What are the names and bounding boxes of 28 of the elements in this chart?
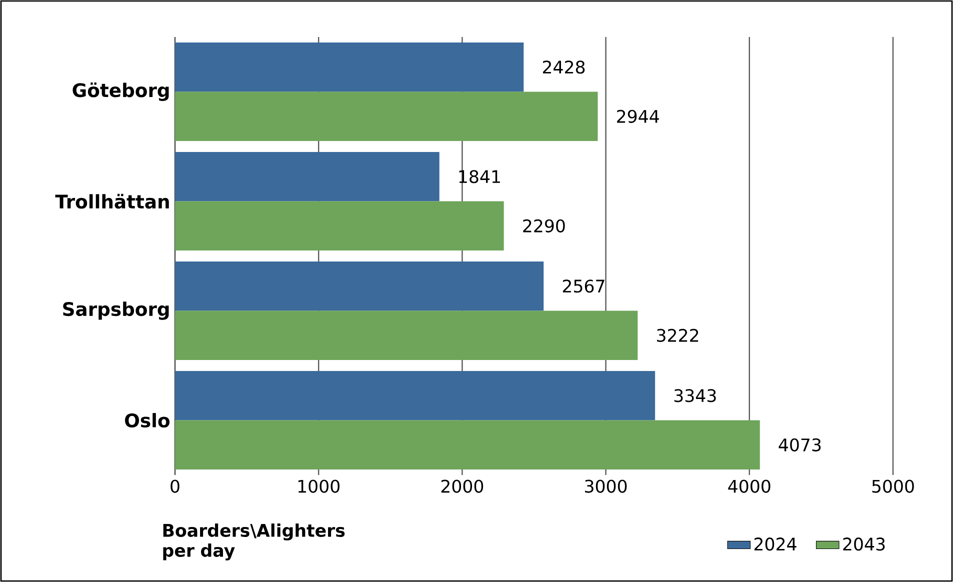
data-label: 2944 xyxy=(617,110,659,123)
data-label: 3343 xyxy=(674,389,716,402)
bar xyxy=(175,201,504,251)
legend-label: 2024 xyxy=(754,538,796,551)
data-label: 3222 xyxy=(657,328,698,342)
x-axis-title: Boarders\Alighters per day xyxy=(163,524,345,560)
data-label: 4073 xyxy=(778,438,821,452)
x-tick-label: 1000 xyxy=(298,480,340,493)
data-label: 2428 xyxy=(542,60,585,74)
bar xyxy=(175,261,544,311)
x-tick-label: 0 xyxy=(170,480,180,493)
bar xyxy=(175,420,760,470)
bar xyxy=(175,92,598,142)
data-label: 2290 xyxy=(523,219,565,232)
bar xyxy=(175,310,638,360)
x-tick-label: 5000 xyxy=(872,480,914,493)
bar xyxy=(175,42,524,92)
legend-label: 2043 xyxy=(843,538,885,551)
y-tick-label: Göteborg xyxy=(72,82,169,101)
x-tick-label: 4000 xyxy=(728,480,770,493)
x-tick-label: 2000 xyxy=(441,480,484,493)
data-label: 2567 xyxy=(562,280,604,293)
y-tick-label: Oslo xyxy=(125,413,170,428)
y-tick-label: Sarpsborg xyxy=(63,302,169,320)
bar xyxy=(175,370,656,420)
x-tick-label: 3000 xyxy=(585,480,627,493)
y-tick-label: Trollhättan xyxy=(55,194,169,209)
bar xyxy=(175,152,440,202)
